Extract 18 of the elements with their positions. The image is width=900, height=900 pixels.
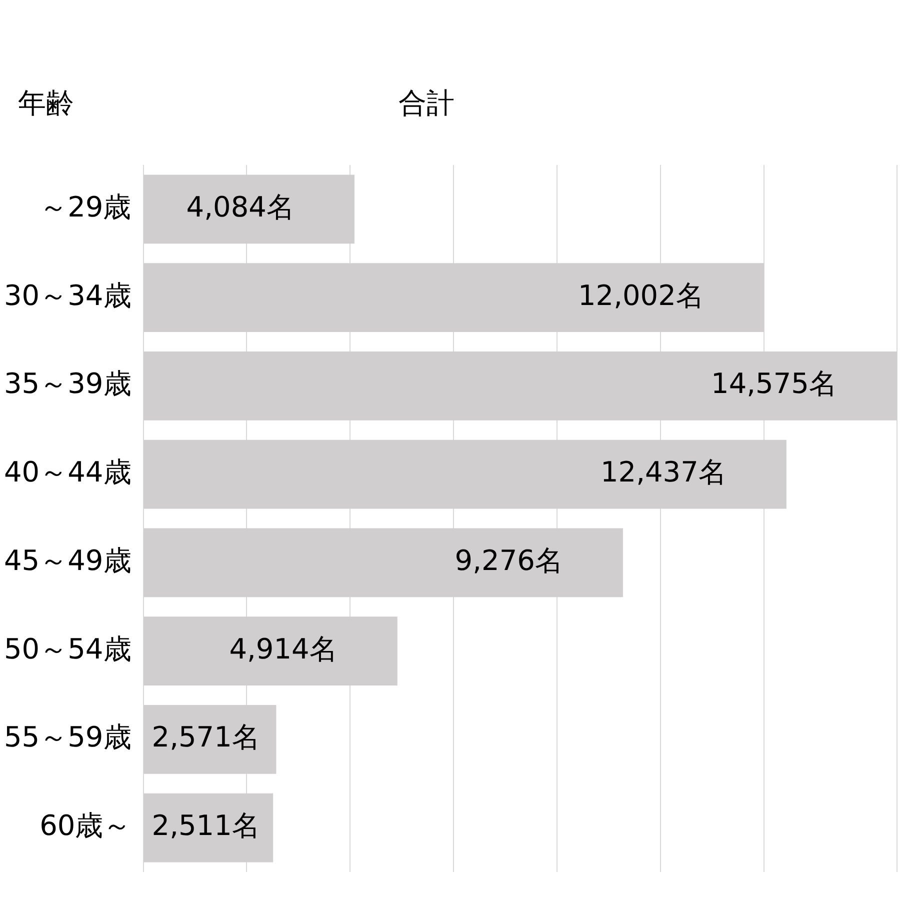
data-label: 12,002名 <box>578 278 704 312</box>
data-label: 14,575名 <box>711 367 837 400</box>
data-label: 4,084名 <box>186 190 294 224</box>
data-label: 4,914名 <box>229 632 338 666</box>
y-tick-label: 50～54歳 <box>4 632 132 666</box>
data-label: 9,276名 <box>454 544 563 577</box>
data-label: 2,511名 <box>152 809 260 842</box>
y-tick-label: 30～34歳 <box>4 278 132 312</box>
y-tick-label: 45～49歳 <box>4 544 132 577</box>
chart-title: 合計 <box>398 86 454 120</box>
data-label: 12,437名 <box>600 456 726 489</box>
data-label: 2,571名 <box>152 720 260 754</box>
y-tick-label: ～29歳 <box>40 190 132 224</box>
y-tick-label: 60歳～ <box>40 809 132 842</box>
y-tick-label: 35～39歳 <box>4 367 132 400</box>
y-tick-label: 55～59歳 <box>4 720 132 754</box>
y-axis-title: 年齢 <box>18 86 74 120</box>
y-tick-label: 40～44歳 <box>4 456 132 489</box>
